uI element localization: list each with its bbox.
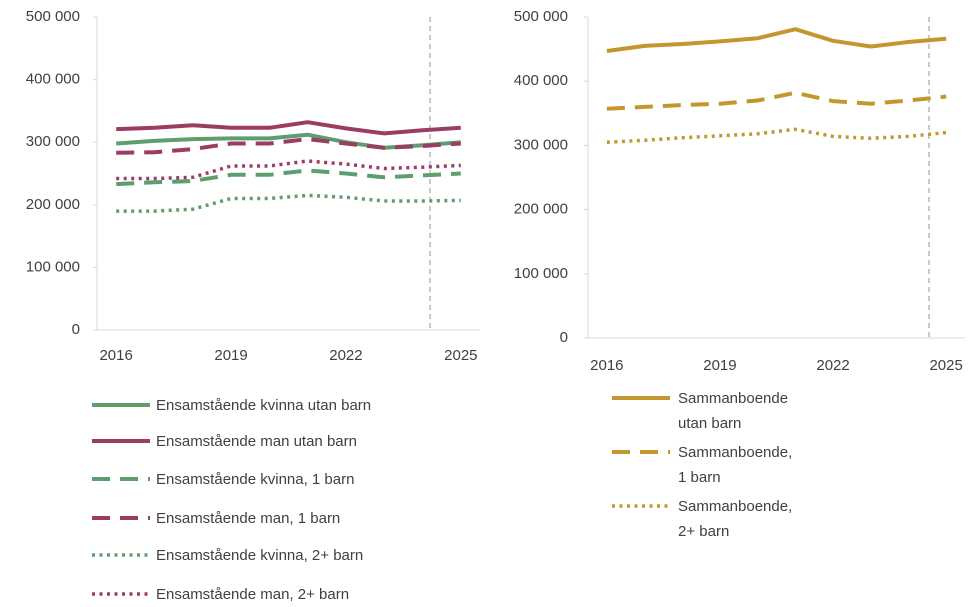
series-line: [116, 137, 461, 155]
legend-swatch: [92, 403, 150, 407]
y-tick-label: 100 000: [514, 265, 568, 282]
x-tick-label: 2019: [214, 347, 247, 364]
y-tick-label: 200 000: [514, 201, 568, 218]
x-tick-label: 2016: [590, 357, 623, 374]
legend-item: Ensamstående man, 2+ barn: [92, 582, 392, 607]
legend-item: Ensamstående man utan barn: [92, 429, 392, 454]
series-line: [116, 193, 461, 213]
legend-item: Sammanboende, 2+ barn: [612, 494, 802, 544]
legend-item: Sammanboende, 1 barn: [612, 440, 802, 490]
legend-label: Ensamstående kvinna utan barn: [156, 397, 372, 414]
legend-label: Ensamstående kvinna, 1 barn: [156, 471, 355, 488]
y-tick-label: 400 000: [26, 71, 80, 88]
legend-item: Sammanboende utan barn: [612, 386, 802, 436]
legend-label: Ensamstående man, 1 barn: [156, 510, 341, 527]
legend-label: Sammanboende, 1 barn: [678, 444, 793, 486]
y-tick-label: 400 000: [514, 72, 568, 89]
legend-label: Sammanboende utan barn: [678, 390, 789, 432]
series-line: [606, 27, 947, 53]
y-tick-label: 500 000: [514, 8, 568, 25]
legend-swatch: [92, 439, 150, 443]
series-line: [606, 90, 947, 111]
legend-item: Ensamstående kvinna, 2+ barn: [92, 543, 392, 568]
legend-swatch: [92, 477, 150, 481]
legend-label: Ensamstående man utan barn: [156, 433, 357, 450]
x-tick-label: 2022: [329, 347, 362, 364]
legend-item: Ensamstående man, 1 barn: [92, 506, 392, 531]
series-line: [606, 127, 947, 144]
y-tick-label: 100 000: [26, 258, 80, 275]
legend-swatch: [612, 396, 670, 400]
legend-swatch: [92, 592, 150, 596]
x-tick-label: 2025: [929, 357, 962, 374]
series-line: [116, 168, 461, 187]
legend-label: Ensamstående man, 2+ barn: [156, 586, 350, 603]
y-tick-label: 200 000: [26, 196, 80, 213]
y-tick-label: 0: [72, 321, 80, 338]
legend-swatch: [612, 450, 670, 454]
legend-item: Ensamstående kvinna utan barn: [92, 393, 392, 418]
y-tick-label: 300 000: [514, 136, 568, 153]
legend-swatch: [612, 504, 670, 508]
y-tick-label: 0: [560, 329, 568, 346]
legend-swatch: [92, 516, 150, 520]
legend-item: Ensamstående kvinna, 1 barn: [92, 467, 392, 492]
legend-label: Sammanboende, 2+ barn: [678, 498, 793, 540]
series-line: [116, 159, 461, 181]
legend-swatch: [92, 553, 150, 557]
legend-label: Ensamstående kvinna, 2+ barn: [156, 547, 364, 564]
x-tick-label: 2022: [816, 357, 849, 374]
series-line: [116, 120, 461, 136]
x-tick-label: 2025: [444, 347, 477, 364]
x-tick-label: 2019: [703, 357, 736, 374]
x-tick-label: 2016: [99, 347, 132, 364]
y-tick-label: 300 000: [26, 133, 80, 150]
y-tick-label: 500 000: [26, 8, 80, 25]
